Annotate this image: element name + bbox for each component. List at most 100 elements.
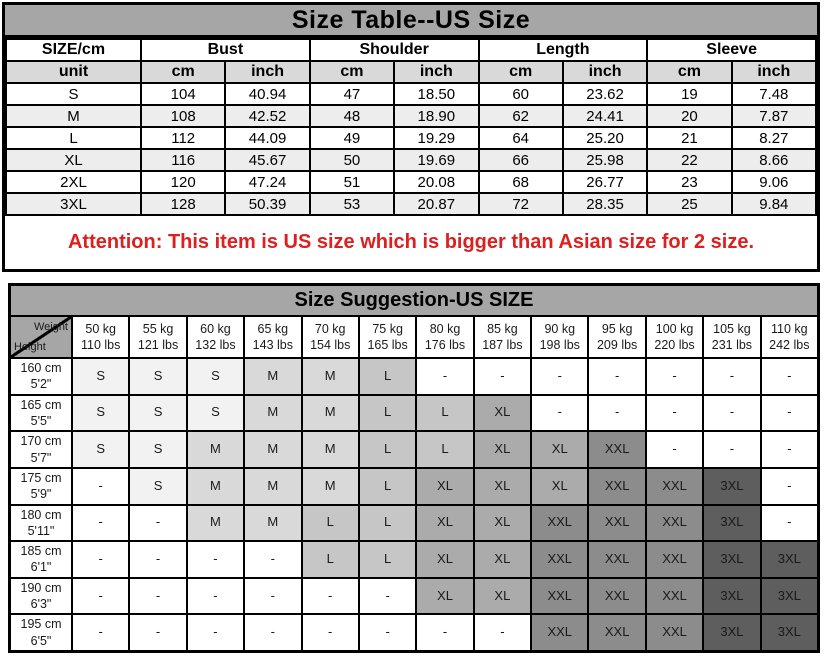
weight-kg: 60 kg <box>200 321 231 336</box>
weight-kg: 100 kg <box>655 321 694 336</box>
measurement-cell: 49 <box>308 126 396 150</box>
measurement-cell: 44.09 <box>224 126 311 150</box>
weight-header-cell: 85 kg 187 lbs <box>474 317 531 357</box>
size-label: S <box>5 82 142 106</box>
size-suggestion-cell: - <box>130 578 186 614</box>
size-suggestion-cell: S <box>73 395 129 431</box>
size-suggestion-cell: - <box>73 468 129 504</box>
measurement-cell: 20.08 <box>393 170 480 194</box>
attention-note: Attention: This item is US size which is… <box>5 216 817 269</box>
measurement-cell: 66 <box>477 148 564 172</box>
weight-header-cell: 90 kg 198 lbs <box>532 317 588 357</box>
size-suggestion-cell: XL <box>417 542 473 577</box>
size-table-row: L 112 44.09 49 19.29 64 25.20 21 8.27 <box>5 126 818 150</box>
size-table-unit-row: unit cm inch cm inch cm inch cm inch <box>5 60 818 84</box>
height-cm: 195 cm <box>20 617 62 632</box>
size-suggestion-section: Size Suggestion-US SIZE Weight Height 50… <box>8 283 820 653</box>
height-cm: 190 cm <box>20 580 62 595</box>
weight-header-cell: 80 kg 176 lbs <box>417 317 473 357</box>
size-suggestion-cell: XL <box>417 578 473 614</box>
weight-header-cell: 110 kg 242 lbs <box>761 317 817 357</box>
weight-kg: 80 kg <box>429 321 461 336</box>
size-suggestion-cell: XL <box>417 505 473 541</box>
size-table-row: S 104 40.94 47 18.50 60 23.62 19 7.48 <box>5 82 818 106</box>
weight-header-cell: 70 kg 154 lbs <box>302 317 358 357</box>
size-suggestion-cell: M <box>245 505 301 541</box>
height-header-cell: 195 cm 6'5" <box>11 615 71 650</box>
size-suggestion-cell: XXL <box>589 505 645 541</box>
size-suggestion-cell: XL <box>532 468 588 504</box>
size-suggestion-cell: XL <box>474 395 531 431</box>
size-suggestion-cell: M <box>302 359 358 394</box>
size-suggestion-cell: XL <box>417 468 473 504</box>
weight-lbs: 154 lbs <box>310 338 351 352</box>
size-table-group-row: SIZE/cm Bust Shoulder Length Sleeve <box>5 38 817 62</box>
size-suggestion-cell: XXL <box>589 468 645 504</box>
height-cm: 160 cm <box>20 361 62 376</box>
measurement-cell: 23.62 <box>561 82 649 106</box>
size-suggestion-cell: - <box>761 432 817 467</box>
size-suggestion-cell: XXL <box>589 615 645 650</box>
weight-kg: 55 kg <box>142 321 174 336</box>
measurement-cell: 8.66 <box>730 148 818 172</box>
height-ft: 6'5" <box>30 633 52 648</box>
size-suggestion-cell: - <box>417 615 473 650</box>
height-header-cell: 160 cm 5'2" <box>11 359 71 394</box>
size-suggestion-cell: - <box>646 359 703 394</box>
size-suggestion-cell: - <box>589 359 645 394</box>
size-suggestion-title: Size Suggestion-US SIZE <box>11 286 817 317</box>
size-label: 3XL <box>5 192 142 216</box>
size-suggestion-cell: L <box>359 505 416 541</box>
size-suggestion-cell: - <box>704 395 760 431</box>
height-cm: 170 cm <box>20 434 62 449</box>
size-suggestion-cell: L <box>417 432 473 467</box>
measurement-cell: 26.77 <box>561 170 649 194</box>
measurement-cell: 62 <box>477 104 564 128</box>
size-suggestion-cell: 3XL <box>704 505 760 541</box>
size-suggestion-cell: 3XL <box>704 615 760 650</box>
size-suggestion-cell: - <box>130 542 186 577</box>
size-suggestion-cell: M <box>245 468 301 504</box>
weight-header-cell: 50 kg 110 lbs <box>73 317 129 357</box>
measurement-cell: 18.50 <box>393 82 480 106</box>
weight-kg: 110 kg <box>771 321 808 336</box>
size-suggestion-cell: L <box>359 432 416 467</box>
size-suggestion-cell: - <box>359 615 416 650</box>
size-suggestion-cell: L <box>359 359 416 394</box>
weight-lbs: 209 lbs <box>596 338 638 352</box>
size-suggestion-cell: L <box>417 395 473 431</box>
weight-header-cell: 95 kg 209 lbs <box>589 317 645 357</box>
weight-lbs: 231 lbs <box>711 338 753 352</box>
unit-cm: cm <box>139 60 227 84</box>
height-header-cell: 190 cm 6'3" <box>11 578 71 614</box>
height-header-cell: 170 cm 5'7" <box>11 432 71 467</box>
unit-label: unit <box>5 60 142 84</box>
height-ft: 5'9" <box>30 487 52 502</box>
size-suggestion-cell: S <box>130 395 186 431</box>
size-table: SIZE/cm Bust Shoulder Length Sleeve unit… <box>5 38 818 216</box>
height-header-cell: 175 cm 5'9" <box>11 468 71 504</box>
size-label: L <box>5 126 142 150</box>
size-suggestion-cell: - <box>302 578 358 614</box>
size-suggestion-cell: M <box>302 432 358 467</box>
size-suggestion-cell: XL <box>474 468 531 504</box>
size-suggestion-cell: - <box>187 542 244 577</box>
weight-height-corner-cell: Weight Height <box>11 317 71 357</box>
measurement-cell: 72 <box>477 192 564 216</box>
size-suggestion-cell: 3XL <box>761 615 817 650</box>
size-suggestion-cell: - <box>73 505 129 541</box>
measurement-cell: 9.84 <box>730 192 818 216</box>
measurement-cell: 47 <box>308 82 396 106</box>
weight-header-cell: 65 kg 143 lbs <box>245 317 301 357</box>
size-table-row: M 108 42.52 48 18.90 62 24.41 20 7.87 <box>5 104 818 128</box>
size-suggestion-cell: XL <box>474 542 531 577</box>
measurement-cell: 20.87 <box>393 192 480 216</box>
height-header-cell: 165 cm 5'5" <box>11 395 71 431</box>
size-suggestion-cell: - <box>532 395 588 431</box>
size-table-row: 3XL 128 50.39 53 20.87 72 28.35 25 9.84 <box>5 192 818 216</box>
measurement-cell: 21 <box>646 126 733 150</box>
size-suggestion-grid: Weight Height 50 kg 110 lbs 55 kg 121 lbs 60… <box>11 317 817 650</box>
size-table-section: Size Table--US Size SIZE/cm Bust Shoulde… <box>2 2 820 272</box>
weight-lbs: 110 lbs <box>80 338 121 352</box>
